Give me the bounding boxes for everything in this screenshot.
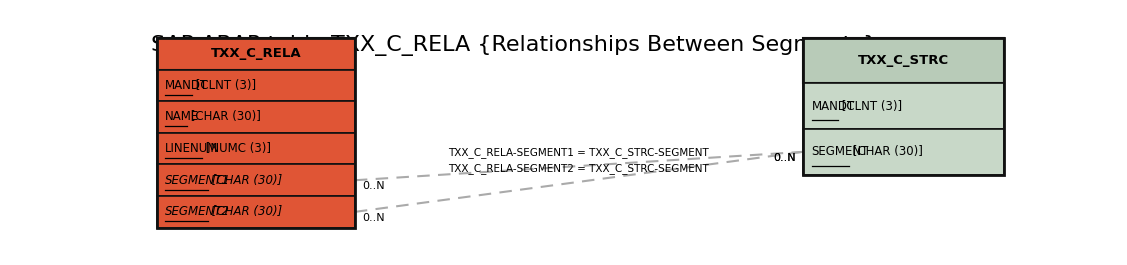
Text: 0..N: 0..N bbox=[362, 181, 384, 191]
Text: NAME: NAME bbox=[166, 111, 199, 123]
Bar bbox=[802, 129, 1004, 175]
Bar bbox=[157, 196, 355, 228]
Text: TXX_C_RELA-SEGMENT2 = TXX_C_STRC-SEGMENT: TXX_C_RELA-SEGMENT2 = TXX_C_STRC-SEGMENT bbox=[449, 163, 709, 174]
Text: SAP ABAP table TXX_C_RELA {Relationships Between Segments}: SAP ABAP table TXX_C_RELA {Relationships… bbox=[151, 35, 878, 56]
Text: [CLNT (3)]: [CLNT (3)] bbox=[838, 100, 903, 113]
Bar bbox=[157, 101, 355, 133]
Bar bbox=[157, 164, 355, 196]
Text: SEGMENT2: SEGMENT2 bbox=[166, 205, 230, 218]
Text: LINENUM: LINENUM bbox=[166, 142, 219, 155]
Text: [CHAR (30)]: [CHAR (30)] bbox=[207, 174, 282, 187]
Bar bbox=[157, 133, 355, 165]
Bar bbox=[157, 69, 355, 101]
Text: MANDT: MANDT bbox=[166, 79, 208, 92]
Bar bbox=[802, 83, 1004, 129]
Text: [CHAR (30)]: [CHAR (30)] bbox=[849, 145, 923, 158]
Bar bbox=[802, 38, 1004, 83]
Text: TXX_C_RELA: TXX_C_RELA bbox=[211, 47, 301, 60]
Text: [CLNT (3)]: [CLNT (3)] bbox=[192, 79, 256, 92]
Text: [NUMC (3)]: [NUMC (3)] bbox=[203, 142, 272, 155]
Bar bbox=[157, 38, 355, 228]
Text: [CHAR (30)]: [CHAR (30)] bbox=[207, 205, 282, 218]
Text: TXX_C_RELA-SEGMENT1 = TXX_C_STRC-SEGMENT: TXX_C_RELA-SEGMENT1 = TXX_C_STRC-SEGMENT bbox=[449, 147, 709, 158]
Bar bbox=[157, 38, 355, 69]
Text: [CHAR (30)]: [CHAR (30)] bbox=[187, 111, 260, 123]
Bar bbox=[802, 38, 1004, 175]
Text: MANDT: MANDT bbox=[811, 100, 855, 113]
Text: TXX_C_STRC: TXX_C_STRC bbox=[858, 54, 949, 67]
Text: SEGMENT: SEGMENT bbox=[811, 145, 869, 158]
Text: 0..N: 0..N bbox=[773, 153, 796, 163]
Text: 0..N: 0..N bbox=[362, 213, 384, 223]
Text: 0..N: 0..N bbox=[773, 153, 796, 163]
Text: SEGMENT1: SEGMENT1 bbox=[166, 174, 230, 187]
